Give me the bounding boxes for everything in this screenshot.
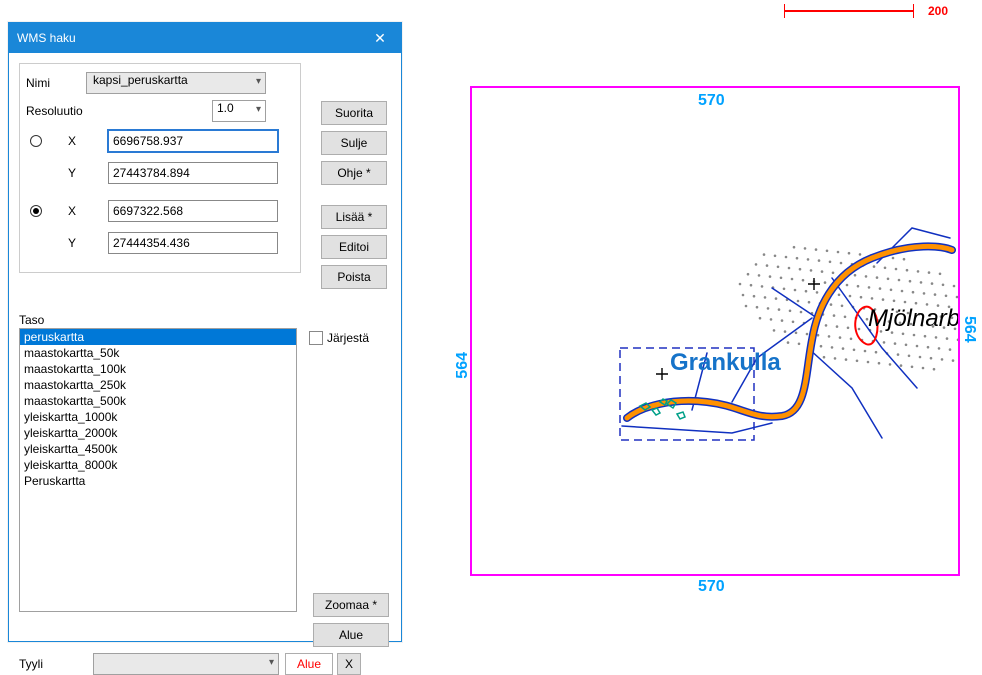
- x-small-button[interactable]: X: [337, 653, 361, 675]
- y-label-1: Y: [46, 166, 108, 180]
- title-text: WMS haku: [17, 31, 76, 45]
- dim-left: 564: [454, 352, 472, 379]
- jarjesta-checkbox[interactable]: [309, 331, 323, 345]
- ohje-button[interactable]: Ohje *: [321, 161, 387, 185]
- radio-point2[interactable]: [30, 205, 42, 217]
- scale-value: 200: [928, 4, 948, 18]
- alue-small-button[interactable]: Alue: [285, 653, 333, 675]
- wms-dialog: WMS haku ✕ Nimi kapsi_peruskartta ▾ Reso…: [8, 22, 402, 642]
- x1-input[interactable]: [108, 130, 278, 152]
- radio-point1[interactable]: [30, 135, 42, 147]
- scale-bar: 200: [784, 4, 948, 18]
- suorita-button[interactable]: Suorita: [321, 101, 387, 125]
- sulje-button[interactable]: Sulje: [321, 131, 387, 155]
- y2-input[interactable]: [108, 232, 278, 254]
- reso-value: 1.0: [217, 101, 234, 115]
- close-icon[interactable]: ✕: [359, 23, 401, 53]
- list-item[interactable]: yleiskartta_2000k: [20, 425, 296, 441]
- nimi-select[interactable]: kapsi_peruskartta ▾: [86, 72, 266, 94]
- chevron-down-icon: ▾: [256, 104, 261, 115]
- list-item[interactable]: maastokartta_250k: [20, 377, 296, 393]
- tyyli-label: Tyyli: [19, 657, 43, 671]
- poista-button[interactable]: Poista: [321, 265, 387, 289]
- list-item[interactable]: Peruskartta: [20, 473, 296, 489]
- list-item[interactable]: yleiskartta_1000k: [20, 409, 296, 425]
- list-item[interactable]: maastokartta_50k: [20, 345, 296, 361]
- map-pane: 200 570 570 564 564 GrankullaMjölnarback: [450, 0, 980, 649]
- tyyli-select[interactable]: ▾: [93, 653, 279, 675]
- chevron-down-icon: ▾: [256, 76, 261, 87]
- nimi-label: Nimi: [26, 76, 86, 90]
- taso-label: Taso: [19, 313, 44, 327]
- alue-button[interactable]: Alue: [313, 623, 389, 647]
- dialog-client: Nimi kapsi_peruskartta ▾ Resoluutio 1.0 …: [9, 53, 401, 641]
- map-canvas: Grankulla Mjölnarback: [472, 88, 958, 574]
- reso-label: Resoluutio: [26, 104, 83, 118]
- taso-listbox[interactable]: peruskarttamaastokartta_50kmaastokartta_…: [19, 328, 297, 612]
- y-label-2: Y: [46, 236, 108, 250]
- x2-input[interactable]: [108, 200, 278, 222]
- list-item[interactable]: maastokartta_500k: [20, 393, 296, 409]
- dim-right: 564: [960, 316, 978, 343]
- titlebar[interactable]: WMS haku ✕: [9, 23, 401, 53]
- x-label-2: X: [46, 204, 108, 218]
- label-grankulla: Grankulla: [670, 349, 781, 376]
- chevron-down-icon: ▾: [269, 657, 274, 668]
- label-mjolnarback: Mjölnarback: [868, 305, 958, 332]
- coord-panel: Nimi kapsi_peruskartta ▾ Resoluutio 1.0 …: [19, 63, 301, 273]
- editoi-button[interactable]: Editoi: [321, 235, 387, 259]
- list-item[interactable]: yleiskartta_8000k: [20, 457, 296, 473]
- list-item[interactable]: yleiskartta_4500k: [20, 441, 296, 457]
- y1-input[interactable]: [108, 162, 278, 184]
- button-column: Suorita Sulje Ohje * Lisää * Editoi Pois…: [321, 101, 393, 295]
- zoomaa-button[interactable]: Zoomaa *: [313, 593, 389, 617]
- dim-bottom: 570: [698, 578, 725, 596]
- list-item[interactable]: peruskartta: [20, 329, 296, 345]
- x-label-1: X: [46, 134, 108, 148]
- reso-select[interactable]: 1.0 ▾: [212, 100, 266, 122]
- jarjesta-label: Järjestä: [327, 331, 369, 345]
- nimi-value: kapsi_peruskartta: [93, 73, 188, 87]
- list-item[interactable]: maastokartta_100k: [20, 361, 296, 377]
- lisaa-button[interactable]: Lisää *: [321, 205, 387, 229]
